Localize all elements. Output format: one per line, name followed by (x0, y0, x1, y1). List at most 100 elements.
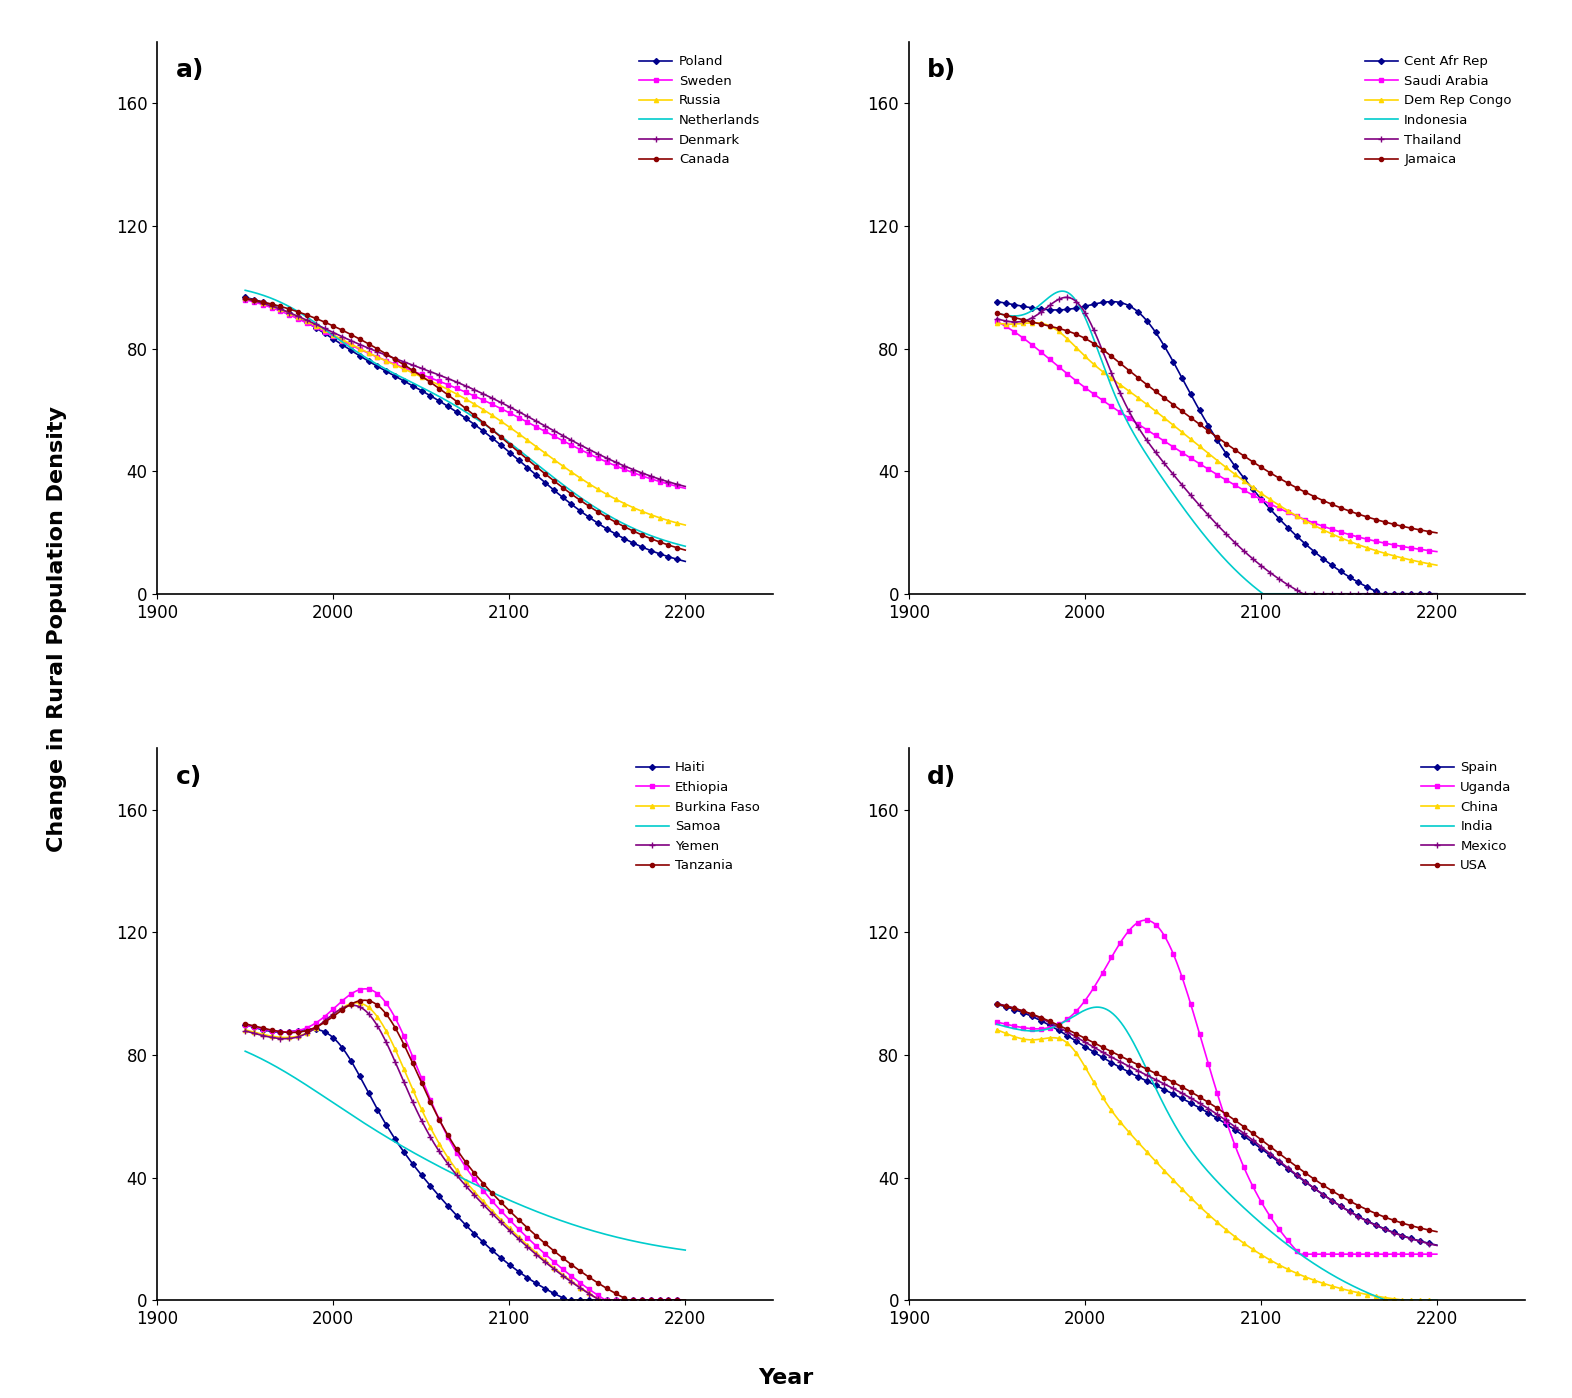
China (1418, 1292, 1437, 1309)
Saudi Arabia (1349, 528, 1368, 545)
Sweden (665, 477, 684, 493)
Saudi Arabia (1250, 489, 1269, 506)
Canada (498, 433, 517, 450)
Thailand (987, 310, 1006, 327)
Legend: Poland, Sweden, Russia, Netherlands, Denmark, Canada: Poland, Sweden, Russia, Netherlands, Den… (632, 49, 767, 173)
Sweden (676, 480, 695, 496)
India (1199, 1165, 1218, 1181)
Ethiopia (599, 1292, 618, 1309)
Legend: Haiti, Ethiopia, Burkina Faso, Samoa, Yemen, Tanzania: Haiti, Ethiopia, Burkina Faso, Samoa, Ye… (629, 755, 767, 879)
Line: Cent Afr Rep: Cent Afr Rep (995, 299, 1438, 596)
India (1377, 1292, 1396, 1309)
India (1418, 1292, 1437, 1309)
Burkina Faso (599, 1292, 618, 1309)
Thailand (1294, 586, 1313, 603)
Dem Rep Congo (1198, 443, 1217, 460)
Line: Jamaica: Jamaica (995, 310, 1438, 535)
Mexico (1427, 1237, 1446, 1254)
Saudi Arabia (1427, 544, 1446, 561)
Mexico (1226, 1118, 1245, 1135)
Line: Burkina Faso: Burkina Faso (244, 1001, 687, 1302)
Cent Afr Rep (1427, 586, 1446, 603)
Dem Rep Congo (1250, 484, 1269, 500)
Cent Afr Rep (1196, 412, 1215, 429)
Denmark (236, 291, 255, 308)
Burkina Faso (676, 1292, 695, 1309)
USA (1250, 1130, 1269, 1146)
Russia (676, 517, 695, 534)
Yemen (343, 997, 362, 1014)
Sweden (473, 391, 492, 408)
Poland (473, 422, 492, 439)
Tanzania (498, 1201, 517, 1218)
Burkina Faso (445, 1159, 464, 1176)
Line: Yemen: Yemen (242, 1002, 689, 1303)
Dem Rep Congo (1199, 446, 1218, 463)
China (1349, 1285, 1368, 1302)
USA (1226, 1111, 1245, 1128)
Yemen (599, 1292, 618, 1309)
Thailand (1226, 535, 1245, 552)
Haiti (667, 1292, 685, 1309)
Jamaica (1199, 422, 1218, 439)
Haiti (597, 1292, 616, 1309)
Saudi Arabia (1226, 477, 1245, 493)
Haiti (498, 1254, 517, 1271)
Denmark (473, 386, 492, 403)
Mexico (1250, 1137, 1269, 1153)
Line: Ethiopia: Ethiopia (244, 987, 687, 1302)
Line: China: China (995, 1028, 1438, 1302)
Cent Afr Rep (1199, 418, 1218, 435)
Tanzania (236, 1015, 255, 1032)
USA (1416, 1220, 1435, 1237)
Thailand (1199, 507, 1218, 524)
India (1226, 1191, 1245, 1208)
Text: Change in Rural Population Density: Change in Rural Population Density (47, 405, 68, 853)
Uganda (1350, 1246, 1369, 1262)
Thailand (1418, 586, 1437, 603)
India (1349, 1281, 1368, 1297)
Indonesia (1198, 530, 1217, 547)
Dem Rep Congo (1349, 537, 1368, 554)
Spain (1427, 1237, 1446, 1254)
Burkina Faso (591, 1292, 610, 1309)
Mexico (1416, 1234, 1435, 1251)
Netherlands (448, 398, 467, 415)
India (1088, 998, 1107, 1015)
Thailand (1350, 586, 1369, 603)
Ethiopia (236, 1016, 255, 1033)
Line: Spain: Spain (995, 1002, 1438, 1247)
Line: USA: USA (995, 1002, 1438, 1234)
Spain (1199, 1104, 1218, 1121)
Haiti (473, 1234, 492, 1251)
India (1198, 1162, 1217, 1179)
Mexico (1199, 1100, 1218, 1117)
USA (1196, 1092, 1215, 1109)
Samoa (473, 1180, 492, 1197)
Ethiopia (475, 1184, 494, 1201)
Indonesia (987, 305, 1006, 322)
Jamaica (1416, 523, 1435, 540)
Text: c): c) (176, 765, 201, 788)
Haiti (445, 1205, 464, 1222)
Spain (987, 995, 1006, 1012)
Poland (445, 403, 464, 419)
Tanzania (448, 1142, 467, 1159)
Jamaica (987, 305, 1006, 322)
Line: Tanzania: Tanzania (244, 998, 687, 1302)
Netherlands (665, 535, 684, 552)
Cent Afr Rep (1349, 573, 1368, 590)
Netherlands (473, 415, 492, 432)
Line: India: India (997, 1007, 1437, 1300)
Spain (1250, 1138, 1269, 1155)
Canada (473, 414, 492, 431)
Yemen (591, 1292, 610, 1309)
Russia (236, 289, 255, 306)
Sweden (236, 291, 255, 308)
Jamaica (1427, 524, 1446, 541)
China (1226, 1229, 1245, 1246)
Text: d): d) (927, 765, 956, 788)
India (987, 1016, 1006, 1033)
Canada (448, 393, 467, 410)
Russia (448, 386, 467, 403)
